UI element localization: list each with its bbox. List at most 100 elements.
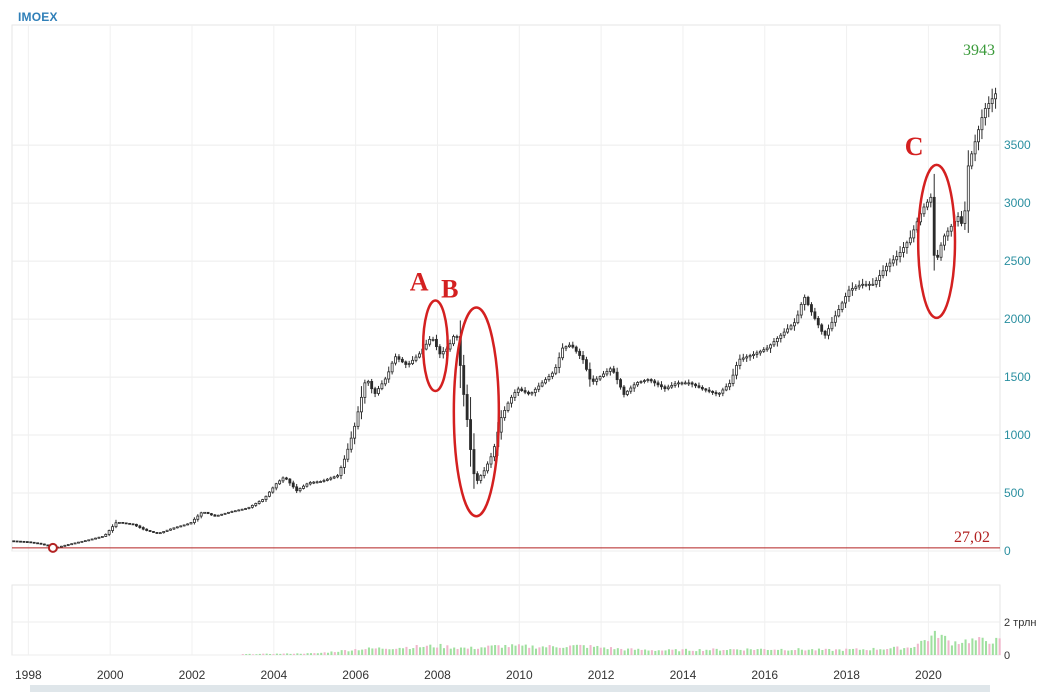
candle-body [342, 458, 346, 468]
candle-body [816, 318, 820, 326]
volume-bar [241, 654, 244, 655]
price-tick-label: 1500 [1004, 370, 1031, 384]
volume-bar [879, 649, 882, 655]
candle-body [544, 379, 547, 384]
candle-body [803, 296, 807, 305]
candle-body [448, 343, 452, 350]
candle-body [704, 388, 708, 391]
candle-body [482, 470, 486, 477]
volume-bar [647, 650, 650, 655]
candle-body [520, 388, 524, 391]
candle-body [298, 488, 302, 492]
candle-body [302, 485, 305, 489]
volume-bar [715, 648, 718, 655]
candle-body [670, 385, 674, 388]
volume-bar [504, 644, 507, 655]
volume-bar [664, 650, 667, 655]
volume-bar [903, 648, 906, 655]
candle-body [12, 540, 16, 543]
candle-body [861, 283, 865, 286]
candle-body [288, 478, 292, 484]
candle-body [492, 446, 496, 458]
candle-body [240, 508, 244, 511]
volume-bar [371, 648, 374, 655]
time-tick-label: 2014 [670, 668, 697, 682]
volume-bar [978, 637, 981, 655]
volume-bar [470, 646, 473, 655]
volume-tick-label: 0 [1004, 650, 1010, 662]
volume-bar [763, 649, 766, 655]
volume-bar [889, 648, 892, 655]
candle-body [799, 304, 803, 316]
candle-body [813, 311, 817, 319]
volume-bar [473, 649, 476, 655]
volume-bar [344, 650, 347, 655]
candle-body [697, 385, 701, 388]
volume-bar [667, 649, 670, 655]
volume-bar [811, 649, 814, 655]
candle-body [465, 394, 469, 420]
volume-bar [599, 647, 602, 655]
candle-body [489, 456, 493, 465]
candle-body [353, 425, 357, 439]
volume-bar [882, 649, 885, 655]
candle-body [175, 526, 179, 529]
candle-body [578, 350, 582, 356]
candle-body [830, 321, 834, 330]
candle-body [104, 533, 108, 537]
volume-bar [555, 647, 558, 655]
volume-bar [749, 649, 752, 655]
volume-bar [909, 647, 913, 655]
volume-bar [449, 648, 452, 655]
candle-body [724, 386, 728, 391]
candle-body [254, 503, 258, 506]
annotation-label: A [410, 268, 429, 297]
volume-bar [292, 653, 295, 655]
volume-bar [275, 653, 278, 655]
candle-body [796, 314, 800, 324]
candle-body [591, 378, 595, 382]
volume-bar [419, 647, 422, 655]
volume-bar [388, 649, 391, 655]
candle-body [80, 540, 84, 543]
volume-bar [569, 645, 572, 655]
candle-body [97, 536, 101, 539]
candle-body [510, 396, 513, 404]
candle-body [39, 542, 43, 545]
volume-bar [309, 653, 313, 655]
volume-bar [937, 637, 940, 655]
candle-body [656, 382, 660, 386]
candle-body [840, 302, 844, 310]
candle-body [537, 385, 541, 390]
volume-bar [289, 653, 292, 655]
candle-body [762, 349, 766, 352]
volume-bar [797, 648, 800, 655]
candle-body [605, 370, 609, 375]
ticker-title[interactable]: IMOEX [18, 10, 58, 24]
candle-body [325, 478, 329, 481]
candle-body [994, 93, 997, 100]
volume-bar [361, 649, 364, 655]
price-candles [12, 87, 997, 549]
volume-bar [381, 648, 384, 655]
volume-bar [541, 646, 544, 655]
candle-body [533, 388, 537, 393]
candle-body [516, 388, 520, 393]
candle-body [400, 358, 404, 363]
candle-body [891, 259, 895, 264]
candle-body [66, 544, 70, 546]
volume-bar [582, 645, 585, 655]
candle-body [141, 527, 145, 530]
volume-bar [831, 650, 834, 655]
volume-bar [773, 649, 776, 655]
volume-bar [790, 650, 793, 655]
volume-bar [378, 647, 381, 655]
candle-body [936, 254, 940, 258]
volume-bar [777, 649, 780, 655]
candle-body [121, 521, 125, 524]
volume-bar [347, 651, 350, 655]
volume-bar [528, 647, 531, 655]
candle-body [60, 545, 63, 548]
candle-body [632, 384, 636, 389]
candle-body [786, 328, 790, 333]
